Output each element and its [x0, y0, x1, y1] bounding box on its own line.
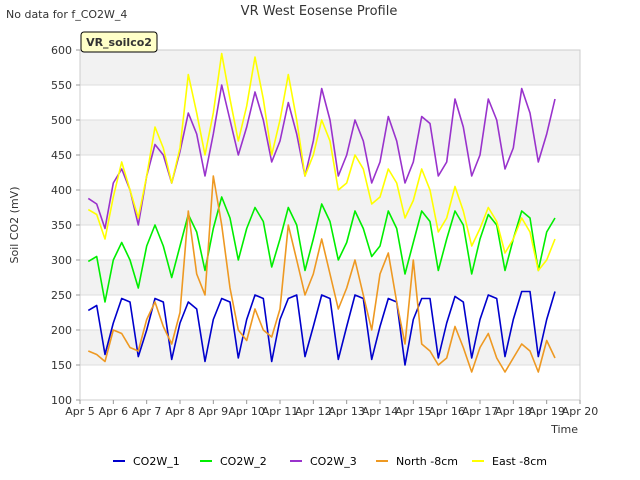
series-line-east-8cm [87, 52, 556, 272]
y-ticks: 100 150 200 250 300 350 400 450 500 550 600 [51, 44, 80, 407]
y-tick-label: 450 [51, 149, 72, 162]
y-tick-label: 250 [51, 289, 72, 302]
series-line-co2w-1 [87, 290, 556, 366]
y-tick-label: 300 [51, 254, 72, 267]
series-lines [87, 52, 556, 373]
x-tick-label: Apr 17 [462, 405, 499, 418]
x-tick-label: Apr 18 [495, 405, 532, 418]
x-tick-label: Apr 14 [362, 405, 399, 418]
x-tick-label: Apr 13 [328, 405, 365, 418]
legend-label: North -8cm [396, 455, 458, 468]
legend-label: CO2W_3 [310, 455, 357, 468]
x-tick-label: Apr 9 [199, 405, 229, 418]
y-tick-label: 600 [51, 44, 72, 57]
y-axis-label: Soil CO2 (mV) [8, 187, 21, 264]
y-tick-label: 400 [51, 184, 72, 197]
series-line-co2w-2 [87, 196, 556, 303]
x-tick-label: Apr 12 [295, 405, 332, 418]
y-tick-label: 100 [51, 394, 72, 407]
plot-band [80, 85, 580, 120]
y-tick-label: 200 [51, 324, 72, 337]
plot-band [80, 260, 580, 295]
plot-band [80, 365, 580, 400]
x-tick-label: Apr 8 [165, 405, 195, 418]
legend-label: East -8cm [492, 455, 547, 468]
x-tick-label: Apr 10 [228, 405, 265, 418]
x-tick-label: Apr 7 [132, 405, 162, 418]
y-tick-label: 550 [51, 79, 72, 92]
no-data-notice: No data for f_CO2W_4 [6, 8, 127, 21]
x-tick-label: Apr 19 [528, 405, 565, 418]
plot-band [80, 190, 580, 225]
series-line-co2w-3 [87, 84, 556, 230]
station-badge: VR_soilco2 [80, 31, 158, 53]
plot-bands [80, 50, 580, 400]
x-tick-label: Apr 5 [65, 405, 95, 418]
y-tick-label: 500 [51, 114, 72, 127]
badge-label: VR_soilco2 [86, 36, 152, 49]
x-tick-label: Apr 6 [99, 405, 129, 418]
x-tick-label: Apr 15 [395, 405, 432, 418]
x-axis-label: Time [550, 423, 578, 436]
badge-box [80, 31, 158, 53]
y-tick-label: 350 [51, 219, 72, 232]
plot-band [80, 50, 580, 85]
x-tick-label: Apr 16 [428, 405, 465, 418]
plot-band [80, 225, 580, 260]
x-tick-label: Apr 20 [562, 405, 599, 418]
series-line-north-8cm [87, 175, 556, 373]
plot-band [80, 155, 580, 190]
legend-label: CO2W_2 [220, 455, 267, 468]
x-tick-label: Apr 11 [262, 405, 299, 418]
legend-label: CO2W_1 [133, 455, 180, 468]
legend: CO2W_1 CO2W_2 CO2W_3 North -8cm East -8cm [113, 455, 547, 468]
y-tick-label: 150 [51, 359, 72, 372]
plot-band [80, 330, 580, 365]
chart-title: VR West Eosense Profile [241, 4, 398, 19]
